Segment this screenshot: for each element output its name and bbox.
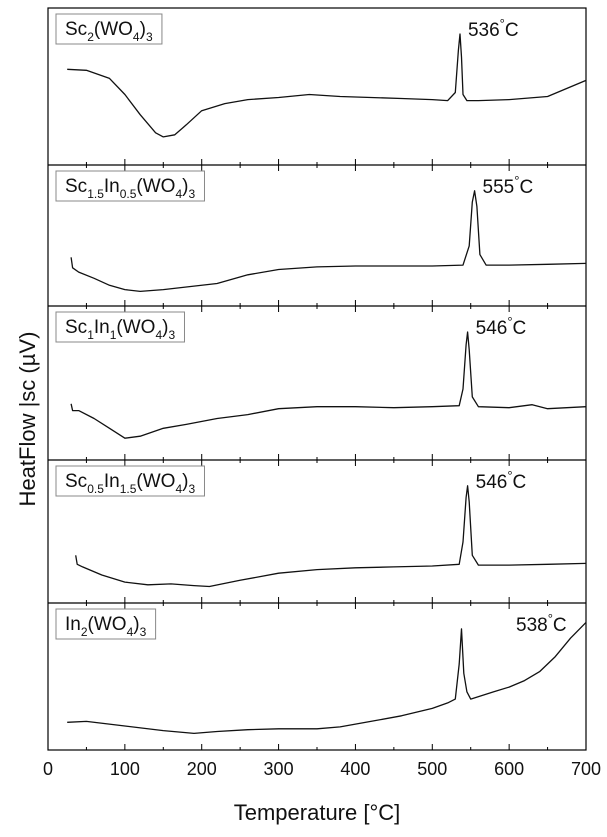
peak-annotation-value: 546	[476, 472, 508, 493]
panel-label-segment: (WO	[88, 614, 127, 635]
panel-label-subscript: 4	[127, 625, 134, 639]
panel-label-subscript: 1	[87, 328, 94, 342]
peak-annotation-unit: C	[505, 20, 519, 41]
y-axis-label: HeatFlow |sc (µV)	[15, 331, 40, 506]
peak-annotation-degree: °	[500, 16, 505, 31]
x-tick-label: 700	[571, 759, 601, 779]
panel-label: Sc0.5In1.5(WO4)3	[55, 465, 205, 497]
peak-annotation: 555°C	[483, 173, 534, 198]
panel-label-subscript: 3	[188, 482, 195, 496]
panel-label-subscript: 1.5	[120, 482, 137, 496]
panel-label-text: Sc2(WO4)3	[65, 19, 153, 44]
panel-label-subscript: 1.5	[87, 187, 104, 201]
panel-label-segment: Sc	[65, 176, 87, 197]
panel-label-segment: In	[65, 614, 81, 635]
panel-label-segment: )	[182, 176, 188, 197]
panel-label-segment: In	[94, 317, 110, 338]
x-tick-label: 100	[110, 759, 140, 779]
panel-label-segment: (WO	[94, 19, 133, 40]
peak-annotation-value: 546	[476, 318, 508, 339]
peak-annotation-degree: °	[507, 314, 512, 329]
peak-annotation-value: 538	[516, 615, 548, 636]
panel-label-subscript: 2	[81, 625, 88, 639]
panel-label-box	[55, 465, 205, 497]
panel-label: Sc1.5In0.5(WO4)3	[55, 170, 205, 202]
panel-label-segment: )	[140, 19, 146, 40]
x-tick-label: 400	[340, 759, 370, 779]
panel-label-subscript: 0.5	[120, 187, 137, 201]
panel-label-subscript: 0.5	[87, 482, 104, 496]
peak-annotation-unit: C	[513, 472, 527, 493]
panel-label-segment: In	[104, 471, 120, 492]
series-line	[70, 331, 587, 439]
panel-label-subscript: 4	[133, 30, 140, 44]
peak-annotation-degree: °	[514, 173, 519, 188]
x-axis-label: Temperature [°C]	[233, 800, 401, 825]
panel-label-box	[55, 311, 185, 343]
panel-label-segment: Sc	[65, 19, 87, 40]
panel-label: Sc2(WO4)3	[55, 13, 163, 45]
peak-annotation: 536°C	[468, 16, 519, 41]
panel-label-segment: Sc	[65, 471, 87, 492]
panel-label-subscript: 3	[188, 187, 195, 201]
x-tick-label: 500	[417, 759, 447, 779]
panel-label-subscript: 4	[155, 328, 162, 342]
panel-label-text: Sc0.5In1.5(WO4)3	[65, 471, 195, 496]
series-line	[75, 485, 587, 588]
panel-label: Sc1In1(WO4)3	[55, 311, 185, 343]
series-line	[70, 190, 587, 293]
panel-label-subscript: 3	[140, 625, 147, 639]
panel-label-subscript: 2	[87, 30, 94, 44]
x-tick-label: 0	[43, 759, 53, 779]
peak-annotation-unit: C	[519, 177, 533, 198]
panel-label-subscript: 4	[175, 482, 182, 496]
panel-label-segment: Sc	[65, 317, 87, 338]
peak-annotation: 546°C	[476, 468, 527, 493]
panel-label: In2(WO4)3	[55, 608, 157, 640]
x-tick-label: 200	[187, 759, 217, 779]
panel-label-text: Sc1In1(WO4)3	[65, 317, 175, 342]
panel-label-text: In2(WO4)3	[65, 614, 147, 639]
series-line	[67, 621, 587, 735]
peak-annotation-unit: C	[553, 615, 567, 636]
peak-annotation-value: 536	[468, 20, 500, 41]
panel-label-segment: (WO	[116, 317, 155, 338]
panel-label-segment: )	[162, 317, 168, 338]
panel-label-subscript: 3	[168, 328, 175, 342]
panel-label-segment: )	[182, 471, 188, 492]
x-tick-label: 300	[264, 759, 294, 779]
panel-label-segment: )	[133, 614, 139, 635]
panel-label-subscript: 3	[146, 30, 153, 44]
panel-label-subscript: 1	[110, 328, 117, 342]
peak-annotation-unit: C	[513, 318, 527, 339]
peak-annotation-degree: °	[548, 611, 553, 626]
peak-annotation: 546°C	[476, 314, 527, 339]
panel-label-box	[55, 170, 205, 202]
peak-annotation-degree: °	[507, 468, 512, 483]
y-axis-label-container: HeatFlow |sc (µV)	[8, 0, 48, 837]
panel-label-text: Sc1.5In0.5(WO4)3	[65, 176, 195, 201]
panel-label-segment: (WO	[136, 176, 175, 197]
peak-annotation-value: 555	[483, 177, 515, 198]
peak-annotation: 538°C	[516, 611, 567, 636]
panel-label-segment: In	[104, 176, 120, 197]
panel-label-box	[55, 608, 157, 640]
panel-label-subscript: 4	[175, 187, 182, 201]
x-tick-label: 600	[494, 759, 524, 779]
panel-label-box	[55, 13, 163, 45]
series-line	[67, 33, 587, 138]
panel-label-segment: (WO	[136, 471, 175, 492]
